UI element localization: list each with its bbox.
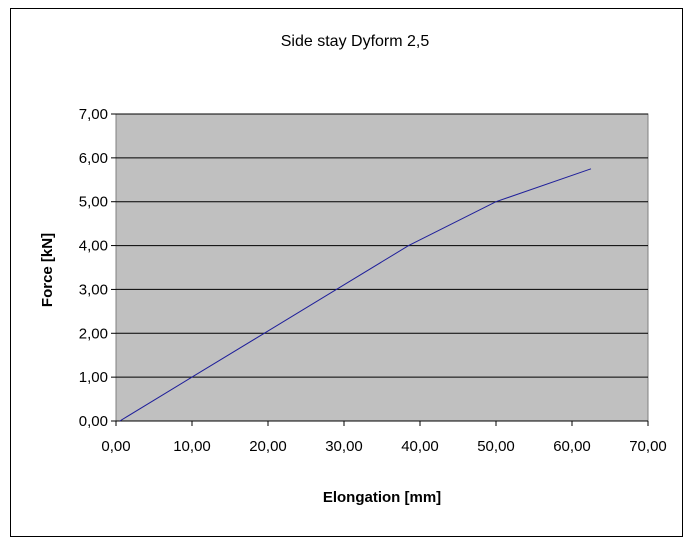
y-tick-label: 6,00 bbox=[79, 150, 108, 167]
y-tick-label: 2,00 bbox=[79, 325, 108, 342]
y-tick-label: 1,00 bbox=[79, 369, 108, 386]
series-line bbox=[119, 168, 592, 422]
y-tick-label: 5,00 bbox=[79, 194, 108, 211]
x-tick-label: 10,00 bbox=[173, 438, 211, 455]
y-tick-label: 0,00 bbox=[79, 413, 108, 430]
x-tick-label: 0,00 bbox=[101, 438, 130, 455]
x-axis-ticks: 0,00 10,00 20,00 30,00 40,00 50,00 60,00 70,00 bbox=[101, 420, 667, 455]
y-axis-title: Force [kN] bbox=[39, 233, 56, 307]
x-axis-title: Elongation [mm] bbox=[323, 489, 441, 506]
y-tick-label: 4,00 bbox=[79, 238, 108, 255]
x-tick-label: 70,00 bbox=[629, 438, 667, 455]
y-tick-label: 7,00 bbox=[79, 106, 108, 123]
x-tick-label: 60,00 bbox=[553, 438, 591, 455]
chart-title: Side stay Dyform 2,5 bbox=[281, 33, 430, 50]
x-tick-label: 20,00 bbox=[249, 438, 287, 455]
x-tick-label: 30,00 bbox=[325, 438, 363, 455]
y-tick-label: 3,00 bbox=[79, 281, 108, 298]
x-tick-label: 50,00 bbox=[477, 438, 515, 455]
grid-lines bbox=[116, 113, 648, 378]
y-axis-ticks: 0,00 1,00 2,00 3,00 4,00 5,00 6,00 7,00 bbox=[79, 106, 116, 430]
x-tick-label: 40,00 bbox=[401, 438, 439, 455]
